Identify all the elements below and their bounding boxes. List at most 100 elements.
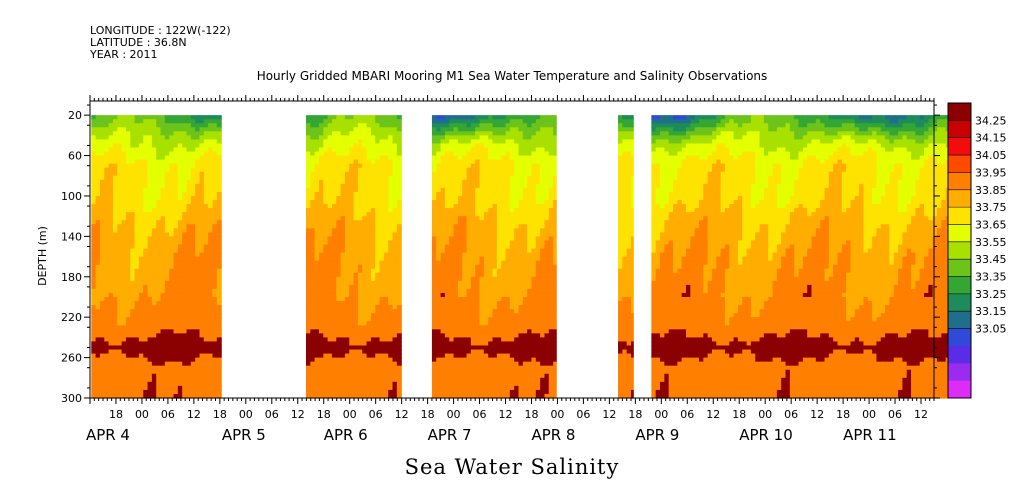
heat-cell [357,349,363,355]
heat-cell [318,309,324,314]
heat-cell [492,147,498,153]
heat-cell [340,385,346,391]
heat-cell [310,264,316,270]
heat-cell [470,296,476,302]
heat-cell [314,179,320,185]
heat-cell [488,232,494,237]
heat-cell [349,357,355,363]
heat-cell [340,381,346,387]
heat-cell [492,175,498,181]
heat-cell [125,244,131,250]
heat-cell [436,292,442,298]
heat-cell [143,393,149,399]
heat-cell [310,381,316,387]
heat-cell [509,123,515,128]
heat-cell [138,264,144,270]
heat-cell [186,252,192,258]
heat-cell [212,393,218,399]
heat-cell [310,143,316,149]
heat-cell [216,236,222,242]
heat-cell [440,345,446,351]
heat-cell [349,248,355,254]
heat-cell [479,208,485,213]
heat-cell [112,309,118,314]
heat-cell [488,220,494,225]
heat-cell [501,159,507,165]
heat-cell [151,119,157,124]
heat-cell [216,228,222,233]
heat-cell [160,377,166,383]
heat-cell [383,179,389,185]
heat-cell [138,288,144,294]
heat-cell [212,349,218,355]
heat-cell [362,333,368,338]
heat-cell [357,131,363,136]
heat-cell [305,191,311,197]
heat-cell [436,123,442,128]
heat-cell [501,393,507,399]
heat-cell [396,337,402,343]
heat-cell [370,155,376,161]
heat-cell [479,143,485,149]
heat-cell [199,264,205,270]
heat-cell [134,256,140,262]
heat-cell [121,179,127,185]
heat-cell [305,123,311,128]
heat-cell [336,333,342,338]
heat-cell [318,345,324,351]
heat-cell [392,260,398,266]
heat-cell [177,179,183,185]
heat-cell [125,288,131,294]
heat-cell [383,309,389,314]
heat-cell [370,159,376,165]
heat-cell [160,163,166,169]
heat-cell [488,151,494,157]
heat-cell [182,341,188,347]
heat-cell [147,151,153,157]
heat-cell [117,232,123,237]
heat-cell [186,349,192,355]
heat-cell [310,321,316,326]
heat-cell [212,325,218,330]
heat-cell [436,256,442,262]
heat-cell [496,264,502,270]
heat-cell [505,159,511,165]
heat-cell [134,329,140,334]
heat-cell [392,119,398,124]
heat-cell [466,135,472,140]
heat-cell [160,317,166,322]
heat-cell [344,127,350,132]
heat-cell [496,167,502,173]
heat-cell [431,385,437,391]
heat-cell [475,301,481,306]
heat-cell [327,216,333,221]
heat-cell [392,236,398,242]
heat-cell [147,240,153,246]
heat-cell [310,147,316,153]
heat-cell [190,151,196,157]
heat-cell [164,357,170,363]
heat-cell [112,389,118,395]
heat-cell [331,361,337,367]
heat-cell [470,264,476,270]
heat-cell [449,216,455,221]
heat-cell [173,381,179,387]
heat-cell [199,220,205,225]
heat-cell [336,139,342,145]
heat-cell [164,393,170,399]
heat-cell [444,264,450,270]
heat-cell [91,131,97,136]
heat-cell [95,309,101,314]
heat-cell [479,317,485,322]
heat-cell [379,288,385,294]
heat-cell [310,171,316,177]
heat-cell [392,313,398,318]
heat-cell [169,313,175,318]
heat-cell [169,191,175,197]
heat-cell [212,317,218,322]
heat-cell [436,385,442,391]
heat-cell [147,228,153,233]
heat-cell [453,305,459,310]
heat-cell [349,369,355,375]
heat-cell [138,373,144,379]
